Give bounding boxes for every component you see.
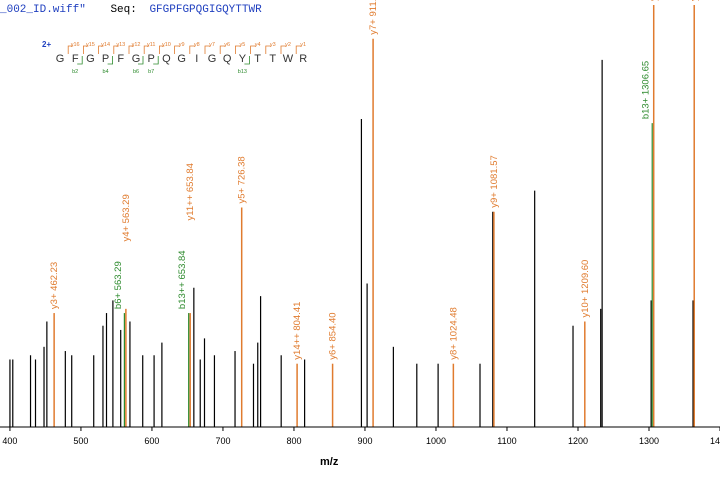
y-ion-mark [174,45,180,54]
sequence-residue: F [117,53,124,65]
y-ion-mark [143,45,150,54]
y-ion-mark [189,45,195,54]
y-ion-mark [204,45,210,54]
x-tick-label: 400 [2,436,17,446]
sequence-residue: G [208,53,217,65]
peak-y-ion-label: y3+ 462.23 [49,262,60,309]
x-tick-label: 600 [144,436,159,446]
b-ion-mark-label: b2 [72,69,78,75]
y-ion-mark-label: y9 [179,42,185,48]
y-ion-mark-label: y5 [239,42,245,48]
x-tick-label: 1100 [497,436,516,446]
b-ion-mark-label: b4 [103,69,109,75]
peak-y-ion-label: y5+ 726.38 [237,156,248,203]
peak-b-ion-label: b6+ 563.29 [113,261,124,309]
b-ion-mark-label: b7 [148,69,154,75]
file-name: _002_ID.wiff" [0,4,86,16]
peak-y-ion-label: y9+ 1081.57 [489,155,500,208]
charge-state: 2+ [42,40,51,49]
b-ion-mark-label: b13 [238,69,247,75]
x-tick-label: 900 [357,436,372,446]
y-ion-mark-label: y16 [71,42,80,48]
y-ion-mark [128,45,134,54]
y-ion-mark-label: y13 [116,42,125,48]
peak-y-ion-label: y14++ 804.41 [292,302,303,360]
y-ion-mark [98,45,104,54]
b-ion-mark [244,56,250,65]
y-ion-mark-label: y3 [270,42,276,48]
x-tick-label: 800 [286,436,301,446]
y-ion-mark-label: y15 [86,42,95,48]
sequence-residue: R [299,53,307,65]
peak-y-ion-label: y8+ 1024.48 [448,307,459,360]
sequence-residue: Q [223,53,232,65]
x-tick-label: 1000 [426,436,446,446]
sequence-value: GFGPFGPQGIGQYTTWR [149,4,262,16]
x-axis: 400 500 600 700 800 900 1000 1100 1200 1300 1400 [0,426,720,446]
y-ion-mark [159,45,165,54]
x-tick-label: 700 [215,436,230,446]
sequence-residue: I [195,53,198,65]
sequence-label: Seq: [110,4,137,16]
peak-b-ion-label: b13+ 1306.65 [641,61,652,119]
peak-y-ion-label: y7+ 911.43 [368,0,379,35]
y-ion-mark-label: y6 [224,42,230,48]
y-ion-mark [83,45,89,54]
y-ion-mark-label: y1 [300,42,306,48]
b-ion-mark [107,56,113,65]
sequence-residue: F [72,53,79,65]
peak-labels-layer: y3+ 462.23 y4+ 563.29 y11++ 653.84 y5+ 726.… [49,0,700,360]
b-ion-mark [153,56,159,65]
peak-b-ion-label: b13++ 653.84 [177,250,188,309]
y-ion-mark [295,45,302,54]
x-tick-label: 1400 [710,436,720,446]
y-ion-mark-label: y14 [101,42,110,48]
sequence-residue: P [148,53,155,65]
x-axis-label: m/z [320,456,339,468]
y-ion-mark-label: y11 [147,42,155,48]
sequence-residue: T [269,53,276,65]
y-ion-mark [113,45,119,54]
y-ion-mark [280,45,286,54]
b-ion-mark [138,56,144,65]
b-ion-mark [77,56,83,65]
peak-y-ion-label: y6+ 854.40 [328,312,339,359]
sequence-residue: G [177,53,186,65]
peak-y-ion-label: y12+ 1363.69 [689,0,700,1]
y-ion-mark [67,45,74,54]
sequence-residue: T [254,53,261,65]
peaks-layer [9,5,695,427]
y-ion-mark [235,45,241,54]
y-ion-mark [265,45,271,54]
x-tick-label: 1300 [639,436,659,446]
peak-y-ion-label: y4+ 563.29 [121,194,132,241]
y-ion-mark [219,45,226,54]
sequence-residue: G [132,53,141,65]
sequence-residue: G [86,53,95,65]
sequence-residue: Y [239,53,247,65]
peak-y-ion-label: y11+ 1306.65 [649,0,660,1]
peak-y-ion-label: y10+ 1209.60 [580,260,591,318]
sequence-residue: P [102,53,109,65]
y-ion-mark-label: y10 [162,42,171,48]
y-ion-mark-label: y8 [194,42,200,48]
y-ion-mark-label: y7 [209,42,215,48]
y-ion-mark-label: y2 [285,42,291,48]
y-ion-mark-label: y4 [255,42,261,48]
sequence-residue: W [283,53,294,65]
peak-y-ion-label: y11++ 653.84 [185,163,196,220]
x-tick-label: 500 [73,436,88,446]
y-ion-mark-label: y12 [132,42,141,48]
x-tick-label: 1200 [568,436,588,446]
y-ion-mark [250,45,256,54]
sequence-residue: G [56,53,65,65]
spectrum-header: _002_ID.wiff" Seq: GFGPFGPQGIGQYTTWR [0,4,262,20]
sequence-residue: Q [162,53,171,65]
b-ion-mark-label: b6 [133,69,139,75]
